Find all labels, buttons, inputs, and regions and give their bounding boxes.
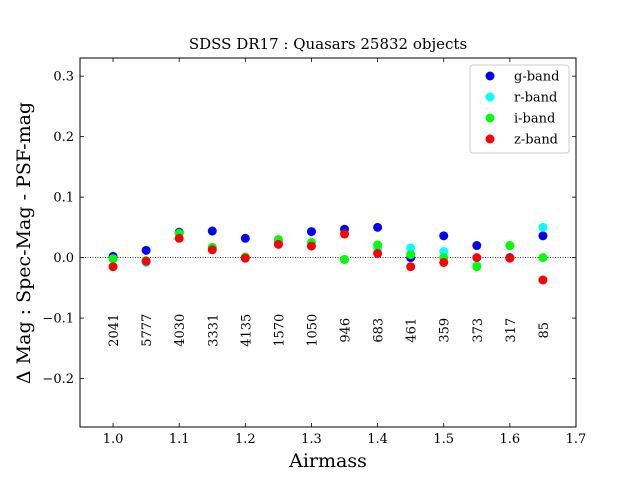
data-points [108,222,548,285]
count-label: 359 [438,318,453,343]
point-g-band [240,233,250,243]
point-z-band [340,229,350,239]
point-z-band [505,253,515,263]
point-z-band [174,233,184,243]
legend-marker [485,134,495,144]
point-i-band [108,254,118,264]
x-tick-label: 1.2 [235,432,256,447]
point-i-band [538,253,548,263]
axis-ticks: 1.0 1.1 1.2 1.3 1.4 1.5 1.6 1.7 −0.2 −0.1 0.0 0.1 0.… [42,58,586,447]
count-label: 5777 [140,314,155,347]
legend-marker [485,113,495,123]
y-tick-label: 0.0 [53,251,74,266]
count-label: 946 [339,318,354,343]
x-tick-label: 1.0 [103,432,124,447]
legend-label: i-band [514,112,555,127]
y-tick-label: 0.3 [53,70,74,85]
point-i-band [340,254,350,264]
x-axis-label: Airmass [288,450,367,472]
count-label: 1570 [272,314,287,347]
x-tick-label: 1.4 [367,432,388,447]
point-r-band [538,222,548,232]
legend-label: g-band [514,70,559,85]
point-z-band [273,239,283,249]
x-tick-label: 1.5 [433,432,454,447]
point-i-band [472,262,482,272]
point-g-band [373,222,383,232]
legend-marker [485,71,495,81]
point-g-band [472,241,482,251]
point-z-band [472,253,482,263]
point-g-band [141,245,151,255]
point-z-band [240,253,250,263]
point-z-band [141,256,151,266]
point-g-band [207,226,217,236]
count-label: 317 [504,318,519,343]
legend-label: z-band [514,133,558,148]
legend-marker [485,92,495,102]
point-z-band [108,262,118,272]
x-tick-label: 1.6 [500,432,521,447]
count-label: 461 [405,318,420,343]
count-label: 2041 [107,314,122,347]
legend-box [469,64,570,154]
legend-label: r-band [514,91,557,106]
count-label: 85 [537,322,552,339]
point-z-band [207,245,217,255]
point-r-band [406,243,416,253]
y-tick-label: −0.1 [42,312,74,327]
y-tick-label: 0.1 [53,191,74,206]
count-label: 683 [372,318,387,343]
count-label: 3331 [206,314,221,347]
y-tick-label: 0.2 [53,130,74,145]
count-label: 4135 [239,314,254,347]
count-label: 373 [471,318,486,343]
count-labels: 2041 5777 4030 3331 4135 1570 1050 946 683 461 359… [107,314,552,347]
point-z-band [538,275,548,285]
count-label: 4030 [173,314,188,347]
x-tick-label: 1.3 [301,432,322,447]
point-g-band [439,231,449,241]
chart-title: SDSS DR17 : Quasars 25832 objects [189,35,467,53]
point-z-band [306,241,316,251]
y-axis-label: Δ Mag : Spec-Mag - PSF-mag [13,102,35,384]
point-g-band [306,227,316,237]
point-z-band [406,262,416,272]
plot-frame [79,57,577,428]
point-i-band [373,240,383,250]
point-z-band [373,248,383,258]
x-tick-label: 1.7 [566,432,587,447]
point-i-band [406,250,416,260]
y-tick-label: −0.2 [42,372,74,387]
legend: g-band r-band i-band z-band [469,64,570,154]
point-i-band [505,241,515,251]
point-g-band [538,231,548,241]
point-z-band [439,257,449,267]
x-tick-label: 1.1 [169,432,190,447]
count-label: 1050 [305,314,320,347]
